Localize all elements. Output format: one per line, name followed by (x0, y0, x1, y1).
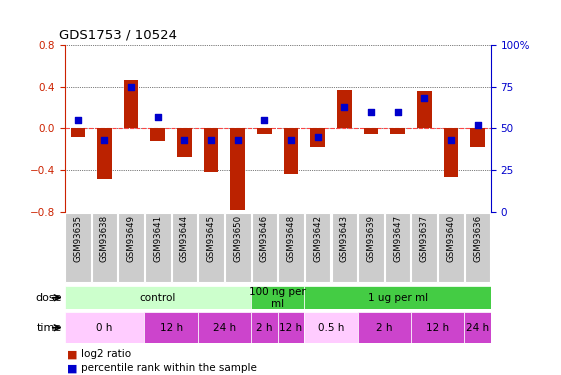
Bar (65, 213, 91, 282)
Point (233, 137, 242, 143)
Text: GSM93641: GSM93641 (153, 215, 162, 262)
Bar (124, 81, 139, 128)
Text: log2 ratio: log2 ratio (81, 350, 131, 359)
Point (313, 134, 322, 140)
Text: GSM93646: GSM93646 (260, 215, 269, 262)
Bar (364, 128, 378, 133)
Bar (465, 213, 490, 282)
Text: GSM93643: GSM93643 (340, 215, 349, 262)
Text: percentile rank within the sample: percentile rank within the sample (81, 363, 257, 373)
Point (73, 117, 82, 123)
Bar (411, 213, 437, 282)
Point (180, 137, 189, 143)
Bar (150, 128, 165, 141)
Bar (417, 91, 431, 128)
Bar (172, 213, 197, 282)
Text: 24 h: 24 h (213, 323, 236, 333)
Text: 2 h: 2 h (376, 323, 393, 333)
Text: GSM93636: GSM93636 (473, 215, 482, 262)
Bar (91, 213, 117, 282)
Bar (251, 213, 277, 282)
Text: GSM93637: GSM93637 (420, 215, 429, 262)
Text: ■: ■ (67, 363, 78, 373)
Text: 12 h: 12 h (159, 323, 183, 333)
Text: GSM93640: GSM93640 (447, 215, 456, 262)
Bar (358, 312, 411, 343)
Bar (278, 312, 304, 343)
Text: 24 h: 24 h (466, 323, 489, 333)
Text: ■: ■ (67, 350, 78, 359)
Text: GSM93648: GSM93648 (287, 215, 296, 262)
Bar (251, 286, 304, 309)
Text: dose: dose (35, 293, 62, 303)
Text: GSM93639: GSM93639 (366, 215, 375, 262)
Text: 12 h: 12 h (279, 323, 302, 333)
Point (473, 122, 482, 128)
Text: 1 ug per ml: 1 ug per ml (367, 293, 427, 303)
Text: GSM93642: GSM93642 (313, 215, 322, 262)
Text: 0.5 h: 0.5 h (318, 323, 344, 333)
Bar (145, 213, 171, 282)
Bar (198, 213, 224, 282)
Point (447, 137, 456, 143)
Bar (304, 312, 358, 343)
Text: GSM93645: GSM93645 (206, 215, 215, 262)
Text: GSM93638: GSM93638 (100, 215, 109, 262)
Text: time: time (36, 323, 62, 333)
Text: 100 ng per
ml: 100 ng per ml (249, 287, 306, 309)
Point (366, 109, 375, 115)
Bar (71, 128, 85, 137)
Bar (204, 128, 218, 172)
Point (127, 84, 136, 90)
Bar (197, 312, 251, 343)
Text: 12 h: 12 h (426, 323, 449, 333)
Bar (225, 213, 251, 282)
Bar (97, 128, 112, 178)
Bar (118, 213, 144, 282)
Bar (177, 128, 192, 157)
Text: control: control (140, 293, 176, 303)
Bar (438, 213, 464, 282)
Point (393, 109, 402, 115)
Bar (332, 213, 357, 282)
Text: 0 h: 0 h (96, 323, 113, 333)
Bar (411, 312, 465, 343)
Bar (385, 213, 411, 282)
Text: GDS1753 / 10524: GDS1753 / 10524 (59, 28, 177, 41)
Text: GSM93650: GSM93650 (233, 215, 242, 262)
Bar (444, 128, 458, 177)
Bar (310, 128, 325, 147)
Bar (358, 213, 384, 282)
Bar (304, 286, 491, 309)
Bar (284, 128, 298, 174)
Point (287, 137, 296, 143)
Bar (337, 90, 352, 128)
Text: GSM93647: GSM93647 (393, 215, 402, 262)
Bar (251, 312, 278, 343)
Bar (470, 128, 485, 147)
Point (153, 114, 162, 120)
Point (340, 104, 349, 110)
Bar (65, 286, 251, 309)
Point (206, 137, 215, 143)
Bar (231, 128, 245, 210)
Text: GSM93649: GSM93649 (127, 215, 136, 262)
Text: GSM93635: GSM93635 (73, 215, 82, 262)
Text: 2 h: 2 h (256, 323, 273, 333)
Bar (278, 213, 304, 282)
Bar (257, 128, 272, 133)
Bar (390, 128, 405, 133)
Text: GSM93644: GSM93644 (180, 215, 189, 262)
Bar (65, 312, 144, 343)
Bar (465, 312, 491, 343)
Bar (144, 312, 197, 343)
Point (260, 117, 269, 123)
Point (100, 137, 109, 143)
Bar (305, 213, 330, 282)
Point (420, 95, 429, 101)
